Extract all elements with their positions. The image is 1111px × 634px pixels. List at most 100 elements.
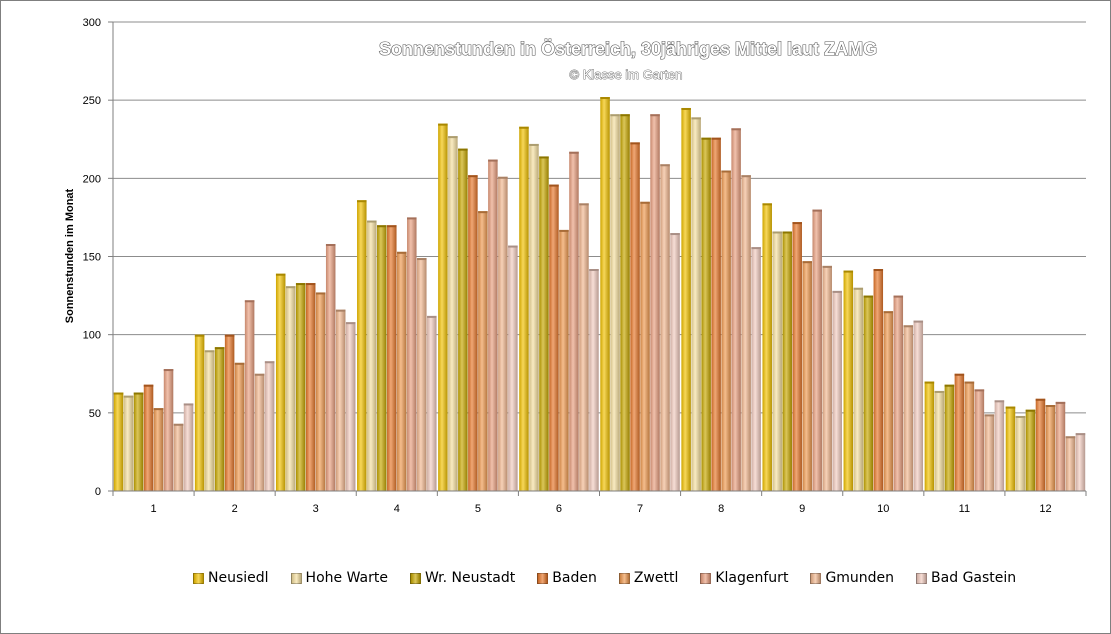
bar-gmunden-3 — [335, 309, 346, 491]
y-tick-label: 0 — [95, 486, 101, 498]
bar-bad-gastein-2 — [264, 361, 275, 491]
bar-cap — [315, 292, 326, 295]
bar-cap — [569, 151, 579, 154]
x-tick-label: 6 — [556, 503, 562, 515]
bar-baden-12 — [1035, 398, 1046, 491]
bar-zwettl-1 — [153, 408, 164, 491]
bar-cap — [620, 114, 630, 117]
bar-cap — [1015, 415, 1026, 418]
bar-cap — [468, 175, 478, 178]
bar-cap — [113, 392, 124, 395]
bar-cap — [539, 156, 549, 159]
bar-cap — [458, 148, 468, 151]
bar-wr-neustadt-3 — [295, 283, 306, 491]
bar-zwettl-8 — [721, 170, 731, 491]
bar-cap — [600, 97, 610, 100]
bar-zwettl-5 — [478, 211, 488, 491]
bar-cap — [427, 315, 437, 318]
bar-baden-9 — [792, 222, 802, 491]
bar-cap — [954, 373, 965, 376]
bar-cap — [1055, 401, 1066, 404]
bar-cap — [438, 123, 448, 126]
bar-cap — [194, 334, 205, 337]
bar-wr-neustadt-6 — [539, 156, 549, 492]
bar-baden-6 — [549, 184, 559, 491]
bar-cap — [660, 164, 670, 167]
bar-cap — [832, 290, 842, 293]
bar-wr-neustadt-11 — [944, 384, 955, 491]
gridlines — [108, 21, 1086, 492]
bar-bad-gastein-7 — [670, 233, 680, 492]
x-tick-label: 3 — [313, 503, 319, 515]
bar-cap — [387, 225, 397, 228]
bar-cap — [397, 251, 407, 254]
bar-cap — [751, 247, 761, 250]
bar-cap — [843, 270, 854, 273]
bar-cap — [984, 414, 995, 417]
x-tick-labels: 1 2 3 4 5 6 7 8 9 10 11 12 — [112, 491, 1087, 515]
bar-cap — [529, 143, 539, 146]
x-tick-label: 1 — [150, 503, 156, 515]
bar-cap — [944, 384, 955, 387]
bar-hohe-warte-12 — [1015, 415, 1026, 491]
legend-swatch — [537, 572, 549, 584]
legend-item-zwettl: Zwettl — [618, 570, 678, 586]
bar-cap — [762, 203, 772, 206]
bar-zwettl-12 — [1045, 405, 1056, 491]
bar-cap — [681, 107, 691, 110]
legend: Neusiedl Hohe Warte Wr. Neustadt Baden Zwett… — [193, 570, 1038, 586]
bar-cap — [295, 283, 306, 286]
y-tick-labels: 0 50 100 150 200 250 300 — [83, 17, 101, 498]
y-tick-label: 100 — [83, 330, 101, 342]
bar-baden-3 — [305, 283, 316, 491]
bar-neusiedl-3 — [275, 273, 286, 491]
bars — [113, 97, 1086, 492]
bar-cap — [254, 373, 265, 376]
bar-cap — [1045, 405, 1056, 408]
bar-cap — [994, 400, 1005, 403]
x-tick-label: 5 — [475, 503, 481, 515]
bar-baden-2 — [224, 334, 235, 491]
bar-cap — [691, 117, 701, 120]
bar-cap — [934, 390, 945, 393]
bar-cap — [357, 200, 367, 203]
bar-baden-4 — [387, 225, 397, 491]
bar-cap — [883, 311, 894, 314]
bar-bad-gastein-11 — [994, 400, 1005, 491]
legend-label: Wr. Neustadt — [424, 570, 516, 586]
bar-cap — [1025, 409, 1036, 412]
bar-cap — [913, 320, 924, 323]
bar-baden-8 — [711, 137, 721, 492]
bar-bad-gastein-6 — [589, 269, 599, 491]
bar-baden-1 — [143, 384, 154, 491]
bar-bad-gastein-4 — [427, 315, 437, 491]
x-tick-label: 11 — [959, 503, 970, 515]
bar-cap — [610, 114, 620, 117]
bar-zwettl-10 — [883, 311, 894, 491]
bar-wr-neustadt-10 — [863, 295, 874, 491]
bar-cap — [345, 322, 356, 325]
bar-zwettl-4 — [397, 251, 407, 491]
legend-swatch — [916, 572, 928, 584]
bar-zwettl-3 — [315, 292, 326, 491]
legend-label: Hohe Warte — [305, 570, 388, 586]
y-tick-label: 50 — [89, 408, 101, 420]
bar-gmunden-4 — [417, 258, 427, 491]
x-tick-label: 10 — [877, 503, 889, 515]
bar-cap — [1075, 433, 1086, 436]
legend-swatch — [618, 572, 630, 584]
bar-cap — [863, 295, 874, 298]
bar-neusiedl-1 — [113, 392, 124, 491]
bar-bad-gastein-12 — [1075, 433, 1086, 491]
bar-zwettl-6 — [559, 229, 569, 491]
bar-baden-11 — [954, 373, 965, 491]
bar-cap — [448, 136, 458, 139]
bar-zwettl-7 — [640, 201, 650, 492]
bar-cap — [244, 300, 255, 303]
bar-cap — [153, 408, 164, 411]
bar-hohe-warte-2 — [204, 350, 215, 491]
bar-gmunden-9 — [822, 265, 832, 491]
bar-neusiedl-12 — [1005, 406, 1016, 491]
bar-cap — [407, 217, 417, 220]
bar-gmunden-6 — [579, 203, 589, 491]
